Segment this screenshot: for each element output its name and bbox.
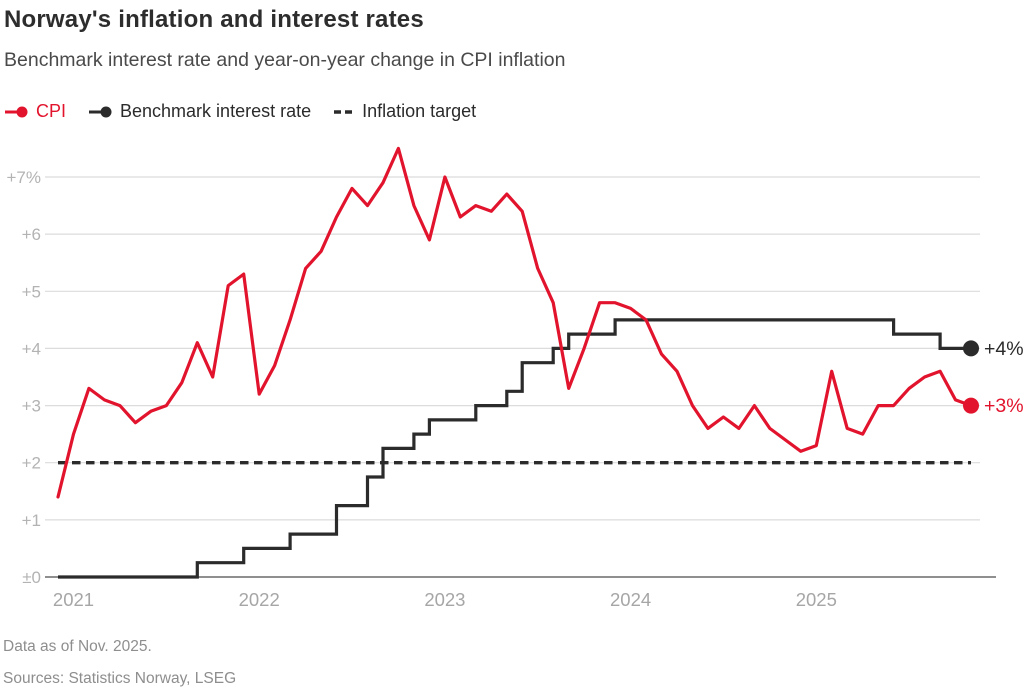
dashed-line-marker-icon — [334, 109, 353, 114]
legend-item-benchmark: Benchmark interest rate — [88, 101, 311, 122]
y-tick-label: +1 — [22, 511, 41, 530]
y-tick-label: +6 — [22, 225, 41, 244]
y-tick-label: +7% — [7, 168, 42, 187]
y-tick-label: +3 — [22, 397, 41, 416]
y-tick-label: +4 — [22, 339, 41, 358]
x-tick-label: 2022 — [239, 589, 280, 610]
benchmark-end-dot — [963, 340, 979, 357]
benchmark-end-label: +4% — [984, 338, 1024, 360]
cpi-end-label: +3% — [984, 395, 1024, 417]
chart-legend: CPI Benchmark interest rate Inflation ta… — [4, 101, 476, 122]
legend-item-inflation-target: Inflation target — [333, 101, 476, 122]
cpi-line — [56, 146, 973, 499]
x-tick-label: 2024 — [610, 589, 651, 610]
cpi-end-dot — [963, 397, 979, 414]
x-tick-label: 2023 — [424, 589, 465, 610]
y-tick-label: +5 — [22, 282, 41, 301]
sources-line: Sources: Statistics Norway, LSEG — [3, 670, 237, 687]
data-note: Data as of Nov. 2025. — [3, 638, 152, 655]
line-dot-marker-icon — [89, 106, 112, 117]
x-tick-label: 2021 — [53, 589, 94, 610]
chart-subtitle: Benchmark interest rate and year-on-year… — [4, 49, 566, 71]
legend-item-cpi: CPI — [4, 101, 66, 122]
legend-label: Benchmark interest rate — [120, 101, 312, 121]
legend-label: Inflation target — [362, 101, 477, 121]
y-tick-label: +2 — [22, 454, 41, 473]
legend-label: CPI — [36, 101, 67, 121]
benchmark-rate-line — [58, 318, 971, 579]
x-tick-label: 2025 — [796, 589, 837, 610]
page-title: Norway's inflation and interest rates — [4, 6, 424, 33]
line-dot-marker-icon — [5, 106, 28, 117]
y-tick-label: ±0 — [22, 568, 41, 587]
